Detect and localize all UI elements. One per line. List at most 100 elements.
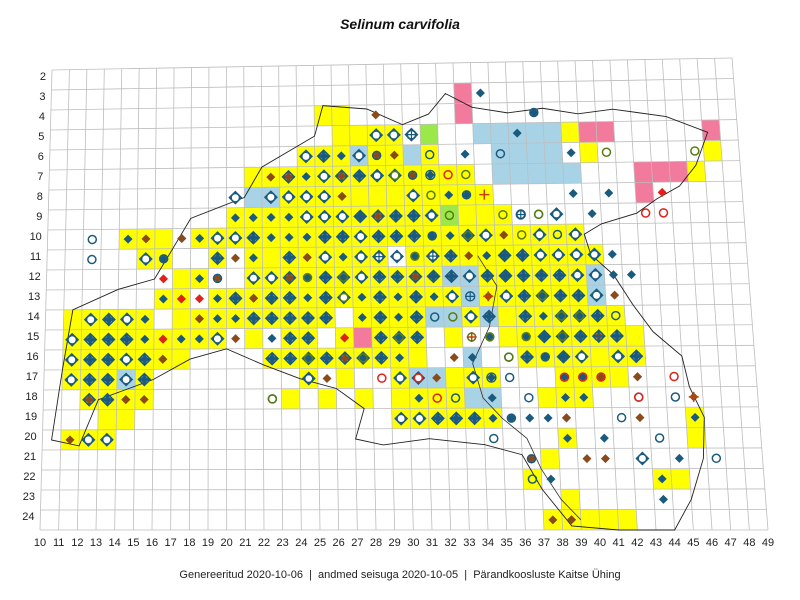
record-diamond-marker <box>525 413 535 423</box>
record-diamond-marker <box>393 292 403 302</box>
record-crosscircle-cross <box>428 251 438 261</box>
x-tick-label: 23 <box>277 537 289 549</box>
record-circle-marker-green <box>267 394 278 404</box>
record-circle-marker <box>654 433 665 443</box>
record-target-ring <box>121 354 132 365</box>
record-target-ring <box>637 453 648 464</box>
grid-line <box>39 69 53 531</box>
grid-line <box>42 447 762 451</box>
grid-cell-yellow <box>537 387 557 408</box>
record-diamond-marker-old <box>610 290 620 300</box>
grid-cell-yellow <box>560 489 581 510</box>
record-diamond-marker <box>556 311 566 321</box>
grid-line <box>41 468 764 471</box>
record-crosscircle-cross <box>406 130 416 140</box>
grid-cell-yellow <box>171 349 191 370</box>
record-circle-marker-red <box>413 373 424 383</box>
record-target-ring <box>66 374 77 385</box>
county-border <box>472 255 582 521</box>
record-diamond-marker <box>357 313 367 323</box>
record-diamond-marker <box>451 413 461 423</box>
grid-cell-blue <box>490 123 509 144</box>
record-diamond-marker <box>392 272 402 282</box>
record-circle-marker <box>524 392 534 403</box>
record-diamond-marker <box>376 333 386 343</box>
record-circle-marker-green <box>448 312 458 322</box>
record-circle-marker-red <box>658 208 669 218</box>
record-circle-marker-green <box>504 352 514 362</box>
record-diamond-marker <box>139 374 149 384</box>
grid-cell-blue <box>464 387 484 409</box>
grid-line <box>609 60 638 531</box>
grid-line <box>696 58 732 531</box>
record-diamond-marker-old <box>373 211 383 221</box>
grid-cell-yellow <box>446 387 466 409</box>
grid-line <box>170 67 175 531</box>
record-diamond-marker <box>213 253 223 263</box>
record-target-ring <box>392 251 402 262</box>
x-tick-label: 26 <box>333 537 345 549</box>
grid-cell-blue <box>244 187 263 208</box>
x-tick-label: 19 <box>202 537 214 549</box>
grid-cell-yellow <box>497 306 517 327</box>
grid-line <box>731 57 769 531</box>
record-diamond-marker <box>536 270 546 280</box>
record-diamond-marker <box>485 332 495 342</box>
grid-cell-yellow <box>281 388 300 409</box>
grid-line <box>51 57 733 71</box>
record-circle-marker-red <box>432 393 442 403</box>
grid-cell-yellow <box>350 185 369 207</box>
grid-cell-yellow <box>318 388 337 409</box>
record-diamond-marker-old <box>432 373 442 383</box>
record-circle-marker-green <box>574 311 585 321</box>
record-diamond-marker <box>604 188 614 198</box>
grid-cell-yellow <box>244 328 263 349</box>
record-target-ring <box>356 272 367 283</box>
record-diamond-marker <box>488 413 498 423</box>
y-tick-label: 7 <box>37 171 43 183</box>
grid-line <box>452 62 470 531</box>
record-circle-marker-green <box>426 190 436 201</box>
survey-grid <box>39 57 769 531</box>
y-tick-label: 23 <box>23 491 35 503</box>
record-diamond-marker <box>568 188 578 198</box>
record-diamond-marker <box>338 252 348 262</box>
record-diamond-marker-old <box>84 395 94 405</box>
grid-cell-blue <box>491 163 511 185</box>
record-diamond-marker <box>303 333 313 343</box>
record-circle-marker <box>506 413 517 423</box>
record-circle-marker <box>589 249 600 260</box>
x-tick-label: 22 <box>258 537 270 549</box>
grid-line <box>47 221 745 231</box>
record-circle-marker <box>529 107 539 118</box>
record-target-ring <box>553 249 564 260</box>
grid-cell-pink <box>633 161 653 183</box>
record-target-ring <box>480 230 491 241</box>
record-circle-marker <box>371 150 382 161</box>
x-tick-label: 30 <box>407 537 419 549</box>
record-diamond-marker <box>158 294 168 304</box>
record-diamond-marker <box>470 413 480 423</box>
record-diamond-marker <box>518 250 528 260</box>
record-diamond-marker-old <box>449 352 459 362</box>
record-target-ring <box>85 314 96 325</box>
record-target-ring <box>576 351 587 362</box>
record-diamond-marker <box>374 231 384 241</box>
grid-cell-blue <box>508 143 528 164</box>
record-diamond-marker <box>249 313 259 323</box>
record-diamond-marker <box>338 272 348 282</box>
record-circle-marker <box>504 372 515 383</box>
record-diamond-marker-old <box>566 515 576 525</box>
record-circle-marker <box>572 270 583 280</box>
grid-cell-blue <box>425 306 445 328</box>
x-tick-label: 41 <box>613 537 625 549</box>
record-diamond-marker <box>539 332 549 342</box>
record-circle-marker <box>558 352 569 362</box>
record-circle-marker <box>670 392 681 402</box>
grid-cell-yellow <box>444 326 463 348</box>
grid-cell-yellow <box>512 224 532 246</box>
grid-line <box>50 98 736 111</box>
record-plus-marker <box>479 189 490 200</box>
record-diamond-marker-old <box>302 252 312 262</box>
record-diamond-marker-old <box>141 234 151 244</box>
